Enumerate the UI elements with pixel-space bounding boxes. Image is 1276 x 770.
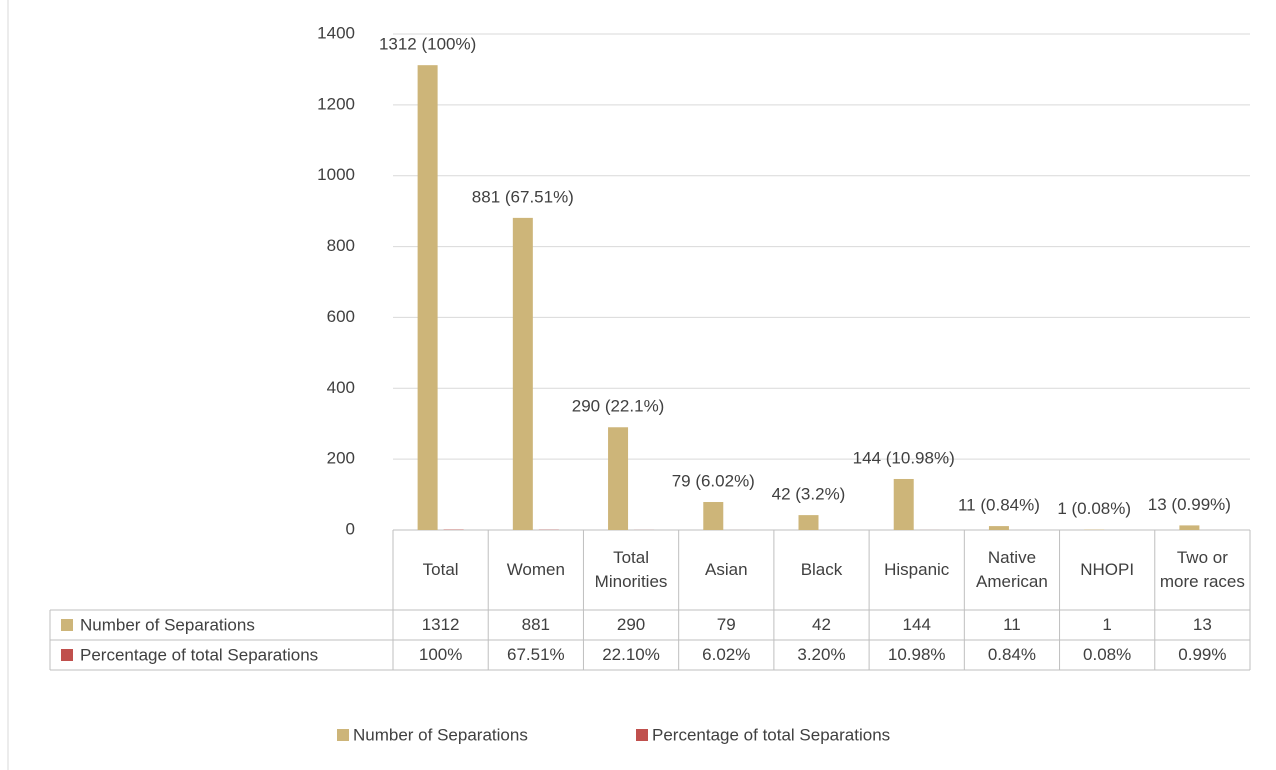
data-label: 11 (0.84%) — [958, 496, 1040, 515]
table-value: 6.02% — [702, 645, 751, 664]
table-value: 1312 — [421, 615, 460, 634]
bar — [1179, 525, 1200, 530]
y-tick-label: 1000 — [317, 165, 355, 184]
data-label: 42 (3.2%) — [772, 485, 846, 504]
y-tick-label: 200 — [327, 449, 355, 468]
category-label: Hispanic — [884, 560, 950, 579]
data-label: 1312 (100%) — [379, 35, 476, 54]
data-label: 881 (67.51%) — [472, 187, 574, 206]
legend-key — [337, 729, 349, 741]
table-value: 290 — [616, 615, 646, 634]
legend-label: Percentage of total Separations — [652, 725, 890, 744]
y-tick-label: 1200 — [317, 94, 355, 113]
legend-key — [636, 729, 648, 741]
y-tick-label: 400 — [327, 378, 355, 397]
table-value: 1 — [1102, 615, 1112, 634]
table-value: 0.08% — [1083, 645, 1132, 664]
y-tick-label: 600 — [327, 307, 355, 326]
data-label: 1 (0.08%) — [1057, 499, 1131, 518]
y-tick-label: 800 — [327, 236, 355, 255]
table-value: 881 — [521, 615, 551, 634]
legend-key — [61, 649, 73, 661]
legend-key — [61, 619, 73, 631]
data-label: 79 (6.02%) — [672, 471, 755, 490]
category-label: Women — [506, 560, 565, 579]
table-value: 144 — [902, 615, 931, 634]
data-label: 144 (10.98%) — [853, 448, 955, 467]
category-label: NHOPI — [1080, 560, 1135, 579]
bar — [988, 526, 1009, 530]
table-value: 22.10% — [602, 645, 660, 664]
bar — [608, 427, 629, 530]
chart-border — [7, 0, 9, 770]
table-value: 79 — [716, 615, 736, 634]
table-value: 42 — [812, 615, 831, 634]
data-label: 290 (22.1%) — [572, 397, 665, 416]
table-value: 0.99% — [1178, 645, 1227, 664]
y-tick-label: 0 — [346, 519, 355, 538]
category-label: Total — [422, 560, 459, 579]
category-label: Black — [800, 560, 843, 579]
table-value: 13 — [1192, 615, 1212, 634]
table-value: 3.20% — [797, 645, 846, 664]
bar — [893, 478, 914, 530]
data-label: 13 (0.99%) — [1148, 495, 1231, 514]
category-label: Two or more races — [1159, 548, 1245, 591]
table-row-label: Percentage of total Separations — [80, 645, 318, 664]
table-value: 100% — [418, 645, 463, 664]
y-tick-label: 1400 — [317, 23, 355, 42]
bar — [703, 502, 724, 530]
table-value: 11 — [1003, 615, 1021, 634]
bar — [512, 217, 533, 531]
bar — [798, 515, 819, 530]
category-label: Total Minorities — [594, 548, 668, 591]
table-value: 10.98% — [887, 645, 946, 664]
bar — [417, 65, 438, 531]
table-value: 0.84% — [987, 645, 1037, 664]
table-value: 67.51% — [506, 645, 565, 664]
category-label: Asian — [705, 560, 748, 579]
legend-label: Number of Separations — [353, 725, 528, 744]
table-row-label: Number of Separations — [80, 615, 255, 634]
category-label: Native American — [976, 548, 1048, 591]
